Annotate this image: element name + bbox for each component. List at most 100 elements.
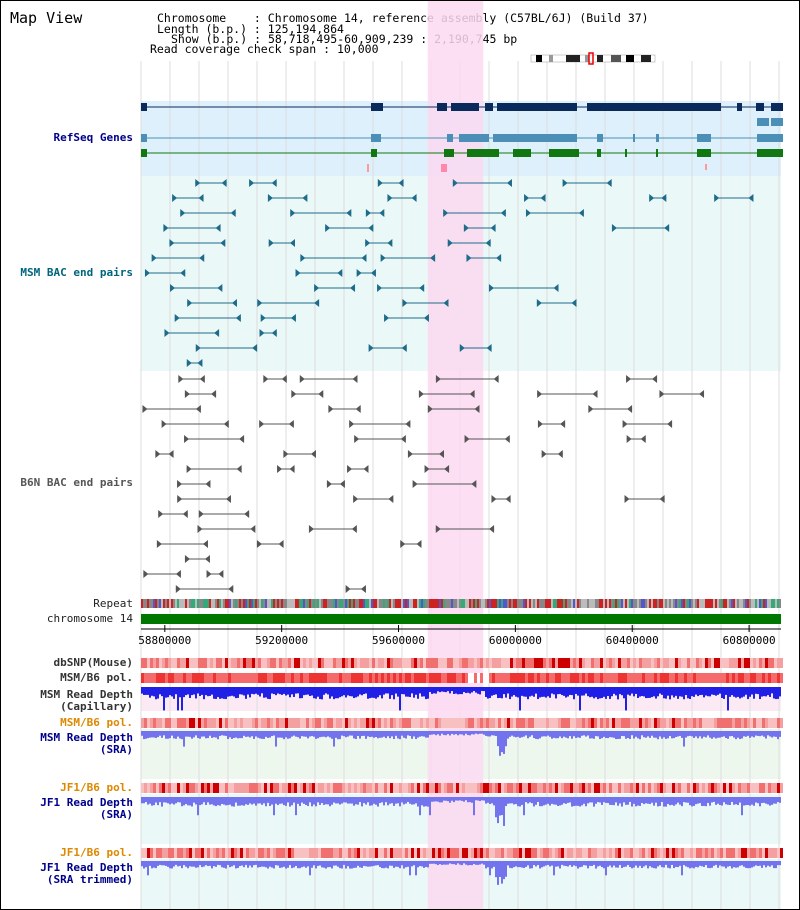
- jf1-pol-cell: [465, 783, 468, 793]
- repeat-feature: [417, 599, 419, 608]
- msm-cap-depth-bar: [269, 687, 271, 700]
- msm-sra-depth-bar: [479, 731, 481, 734]
- jf1-trim-pol-cell: [714, 848, 717, 858]
- msm-sra-depth-bar: [397, 731, 399, 739]
- jf1-sra-depth-bar: [209, 797, 211, 805]
- msm-sra-pol-cell: [288, 718, 291, 728]
- msm-bac-pair-end: [377, 284, 383, 292]
- msm-pol-capillary-label[interactable]: MSM/B6 pol.: [60, 671, 133, 684]
- jf1-trim-depth-bar: [177, 861, 179, 867]
- jf1-sra-depth-bar: [747, 797, 749, 805]
- jf1-depth-sra-label[interactable]: JF1 Read Depth (SRA): [40, 796, 133, 821]
- repeat-feature: [507, 599, 509, 608]
- jf1-pol-sra-label[interactable]: JF1/B6 pol.: [60, 781, 133, 794]
- jf1-pol-cell: [411, 783, 414, 793]
- repeat-feature: [287, 599, 289, 608]
- jf1-trim-depth-bar: [561, 861, 563, 865]
- b6n-bac-pair-end: [363, 465, 369, 473]
- jf1-sra-depth-bar: [599, 797, 601, 803]
- jf1-trim-depth-bar: [621, 861, 623, 869]
- gene-exon: [757, 118, 769, 126]
- msm-sra-pol-cell: [594, 718, 597, 728]
- msm-pol-cell: [165, 673, 168, 683]
- b6n-bac-track-label[interactable]: B6N BAC end pairs: [20, 476, 133, 489]
- jf1-sra-depth-bar: [307, 797, 309, 807]
- jf1-trim-depth-bar: [447, 861, 449, 865]
- repeat-feature: [461, 599, 463, 608]
- dbsnp-cell: [492, 658, 495, 668]
- jf1-trim-pol-cell: [150, 848, 153, 858]
- msm-depth-sra-label[interactable]: MSM Read Depth (SRA): [40, 731, 133, 756]
- jf1-trim-depth-bar: [623, 861, 625, 867]
- jf1-trim-depth-bar: [425, 861, 427, 867]
- jf1-trim-depth-bar: [701, 861, 703, 867]
- dbsnp-cell: [510, 658, 513, 668]
- jf1-pol-cell: [687, 783, 690, 793]
- msm-cap-depth-bar: [547, 687, 549, 697]
- msm-pol-cell: [141, 673, 144, 683]
- msm-cap-depth-bar: [665, 687, 667, 699]
- repeat-feature: [397, 599, 399, 608]
- b6n-bac-pair-end: [626, 435, 632, 443]
- jf1-trim-depth-bar: [457, 861, 459, 864]
- jf1-trim-pol-cell: [156, 848, 159, 858]
- jf1-trim-pol-cell: [261, 848, 264, 858]
- msm-pol-cell: [462, 673, 465, 683]
- jf1-trim-depth-bar: [211, 861, 213, 869]
- repeat-feature: [201, 599, 203, 608]
- dbsnp-cell: [489, 658, 492, 668]
- msm-pol-cell: [714, 673, 717, 683]
- msm-pol-cell: [291, 673, 294, 683]
- msm-cap-depth-bar: [521, 687, 523, 696]
- msm-depth-capillary-label[interactable]: MSM Read Depth (Capillary): [40, 688, 133, 713]
- repeat-feature: [177, 599, 179, 608]
- jf1-trim-pol-cell: [720, 848, 723, 858]
- jf1-depth-trimmed-label[interactable]: JF1 Read Depth (SRA trimmed): [40, 861, 133, 886]
- b6n-bac-pair-end: [310, 450, 316, 458]
- msm-sra-depth-bar: [601, 731, 603, 739]
- msm-cap-depth-bar: [367, 687, 369, 699]
- refseq-track-label[interactable]: RefSeq Genes: [53, 131, 133, 144]
- jf1-trim-depth-bar: [297, 861, 299, 869]
- repeat-feature: [641, 599, 643, 608]
- jf1-trim-pol-cell: [312, 848, 315, 858]
- msm-pol-cell: [273, 673, 276, 683]
- jf1-pol-cell: [555, 783, 558, 793]
- jf1-trim-pol-cell: [726, 848, 729, 858]
- msm-sra-depth-bar: [593, 731, 595, 739]
- msm-pol-sra-label[interactable]: MSM/B6 pol.: [60, 716, 133, 729]
- jf1-sra-depth-bar: [159, 797, 161, 803]
- jf1-trim-depth-bar: [619, 861, 621, 866]
- msm-sra-pol-cell: [486, 718, 489, 728]
- jf1-pol-cell: [756, 783, 759, 793]
- repeat-feature: [229, 599, 231, 608]
- jf1-pol-cell: [612, 783, 615, 793]
- msm-sra-depth-bar: [697, 731, 699, 739]
- dbsnp-cell: [720, 658, 723, 668]
- msm-bac-track-label[interactable]: MSM BAC end pairs: [20, 266, 133, 279]
- jf1-trim-pol-cell: [219, 848, 222, 858]
- jf1-sra-depth-bar: [197, 797, 199, 816]
- msm-sra-depth-bar: [143, 731, 145, 740]
- b6n-bac-pair-end: [156, 540, 162, 548]
- msm-pol-cell: [486, 673, 489, 683]
- jf1-trim-depth-bar: [169, 861, 171, 869]
- dbsnp-track-label[interactable]: dbSNP(Mouse): [53, 656, 133, 669]
- jf1-sra-depth-bar: [219, 797, 221, 806]
- msm-sra-pol-cell: [141, 718, 144, 728]
- jf1-pol-cell: [570, 783, 573, 793]
- dbsnp-cell: [147, 658, 150, 668]
- jf1-trim-depth-bar: [345, 861, 347, 869]
- dbsnp-cell: [549, 658, 552, 668]
- msm-sra-pol-cell: [354, 718, 357, 728]
- jf1-pol-cell: [402, 783, 405, 793]
- repeat-feature: [209, 599, 211, 608]
- dbsnp-cell: [417, 658, 420, 668]
- jf1-trim-depth-bar: [729, 861, 731, 867]
- msm-sra-pol-cell: [405, 718, 408, 728]
- jf1-trim-pol-cell: [378, 848, 381, 858]
- msm-cap-depth-bar: [147, 687, 149, 695]
- jf1-pol-trimmed-label[interactable]: JF1/B6 pol.: [60, 846, 133, 859]
- jf1-sra-depth-bar: [449, 797, 451, 803]
